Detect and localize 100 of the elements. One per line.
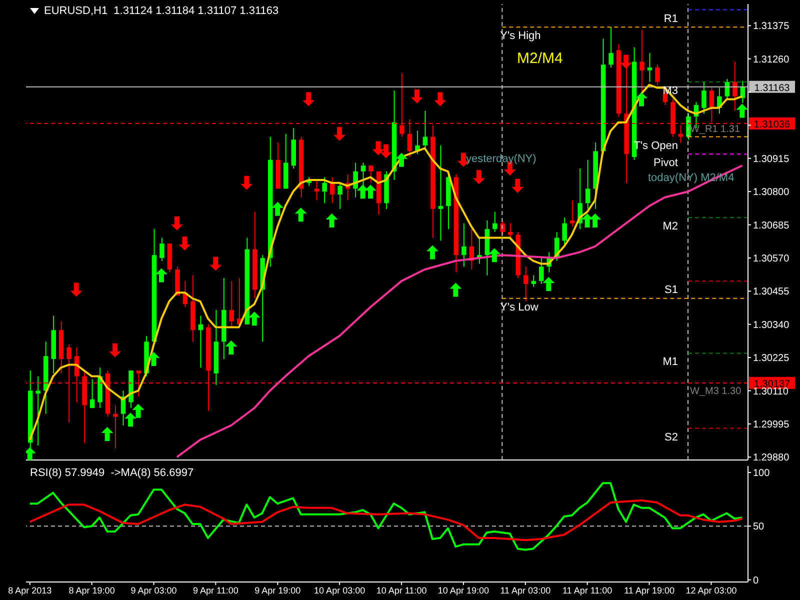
- series-label: Y's Low: [500, 301, 538, 314]
- candlestick: [585, 159, 590, 210]
- point: [372, 141, 384, 156]
- y-tick-label: 1.29995: [753, 419, 790, 430]
- point: [396, 152, 408, 167]
- point: [70, 282, 82, 297]
- candlestick: [732, 61, 738, 112]
- line-series: [176, 164, 744, 458]
- candlestick: [508, 222, 513, 238]
- candlestick: [368, 165, 374, 184]
- y-tick-label: 1.30455: [753, 286, 790, 298]
- candlestick: [531, 274, 536, 288]
- candlestick: [608, 26, 614, 68]
- x-tick-label: 10 Apr 03:00: [314, 585, 366, 596]
- point: [364, 184, 377, 199]
- chart-title: EURUSD,H1 1.31124 1.31184 1.31107 1.31163: [44, 5, 279, 17]
- point: [380, 144, 392, 158]
- candlestick: [322, 176, 327, 204]
- x-tick-label: 10 Apr 11:00: [376, 585, 427, 596]
- x-tick-label: 11 Apr 11:00: [562, 585, 612, 596]
- y-tick-label: 1.30570: [753, 254, 790, 265]
- candlestick: [492, 211, 498, 232]
- y-tick-label: 0: [753, 575, 759, 586]
- series-label: S1: [664, 284, 678, 296]
- candlestick: [678, 124, 684, 144]
- point: [472, 170, 485, 184]
- candlestick: [438, 144, 444, 242]
- y-tick-label: 1.30800: [753, 187, 790, 198]
- candlestick: [160, 237, 164, 262]
- candlestick: [655, 64, 660, 86]
- annotation: M2/M4: [517, 50, 563, 67]
- point: [294, 208, 307, 222]
- annotation: yesterday(NY): [466, 153, 536, 165]
- x-tick-label: 10 Apr 19:00: [438, 585, 489, 596]
- point: [581, 213, 594, 228]
- point: [248, 312, 260, 326]
- point: [225, 340, 238, 354]
- candlestick: [647, 52, 652, 82]
- series-label: Pivot: [654, 157, 678, 170]
- point: [411, 89, 424, 104]
- candlestick: [570, 200, 575, 227]
- y-tick-label: 1.30110: [753, 386, 789, 398]
- point: [210, 256, 222, 271]
- candlestick: [562, 217, 568, 247]
- annotation: W_M3 1.30: [690, 386, 742, 397]
- y-tick-label: 1.29880: [753, 452, 790, 464]
- x-tick-label: 11 Apr 03:00: [500, 585, 551, 596]
- point: [589, 213, 602, 228]
- y-tick-label: 1.30685: [753, 220, 790, 232]
- point: [178, 236, 191, 251]
- series-label: M2: [662, 220, 678, 233]
- point: [620, 54, 632, 69]
- point: [302, 92, 315, 106]
- point: [450, 282, 462, 297]
- candlestick: [422, 110, 428, 149]
- candlestick: [640, 29, 644, 94]
- y-tick-label: 1.31375: [753, 21, 790, 32]
- point: [101, 427, 114, 442]
- candlestick: [229, 280, 234, 328]
- x-tick-label: 9 Apr 03:00: [130, 585, 177, 596]
- candlestick: [523, 266, 528, 302]
- candlestick: [338, 182, 342, 210]
- ref-line-label: 1.31163: [754, 82, 790, 94]
- point: [736, 104, 748, 118]
- ref-line-label: 1.31036: [754, 119, 791, 130]
- point: [636, 92, 648, 106]
- series-label: R1: [664, 12, 678, 25]
- point: [240, 176, 253, 190]
- candlestick: [462, 222, 466, 268]
- point: [356, 184, 369, 199]
- y-tick-label: 50: [753, 522, 765, 533]
- candlestick: [90, 378, 95, 409]
- candlestick: [314, 180, 320, 201]
- y-tick-label: 1.31260: [753, 54, 790, 66]
- point: [272, 202, 284, 216]
- point: [109, 343, 122, 358]
- x-tick-label: 9 Apr 11:00: [193, 585, 238, 596]
- point: [148, 352, 160, 366]
- x-tick-label: 11 Apr 19:00: [624, 585, 674, 596]
- candlestick: [702, 81, 706, 114]
- point: [542, 276, 555, 291]
- x-tick-label: 8 Apr 2013: [8, 585, 52, 596]
- y-tick-label: 100: [753, 468, 770, 479]
- x-tick-label: 8 Apr 19:00: [68, 585, 115, 596]
- point: [326, 213, 338, 228]
- point: [155, 268, 168, 282]
- point: [124, 412, 137, 427]
- x-tick-label: 12 Apr 03:00: [686, 585, 737, 596]
- x-tick-label: 9 Apr 19:00: [254, 585, 301, 596]
- point: [334, 126, 346, 141]
- series-label: M1: [662, 356, 678, 368]
- y-tick-label: 1.30340: [753, 320, 790, 331]
- y-tick-label: 1.30915: [753, 154, 790, 165]
- point: [488, 248, 500, 262]
- line-series: [28, 482, 744, 551]
- y-tick-label: 1.30225: [753, 353, 790, 364]
- point: [434, 92, 446, 106]
- candlestick: [36, 376, 41, 446]
- point: [170, 216, 183, 230]
- chart-title: RSI(8) 57.9949 ->MA(8) 56.6997: [30, 467, 194, 479]
